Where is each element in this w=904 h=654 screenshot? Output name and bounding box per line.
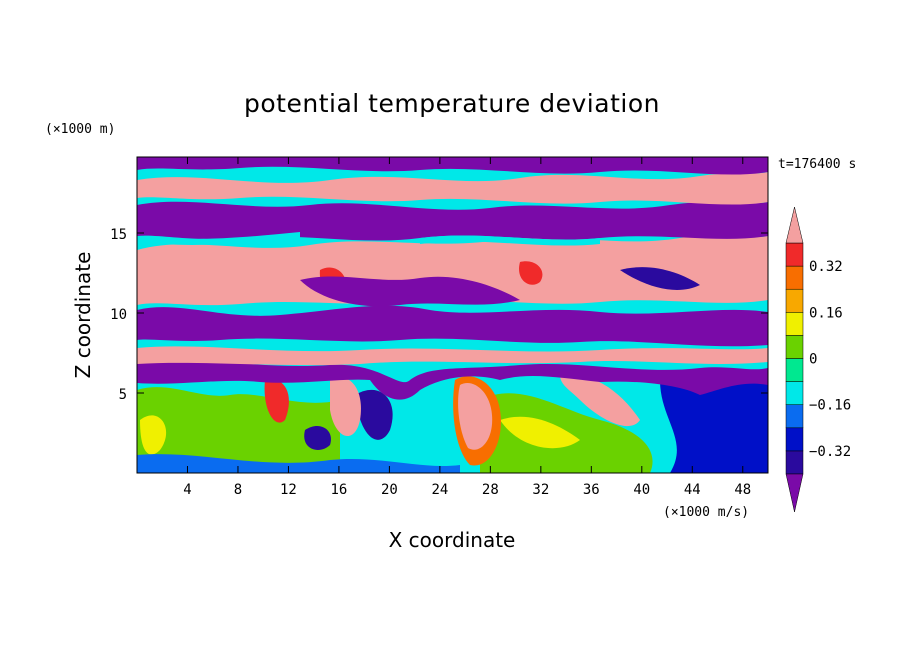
x-tick-label: 4 xyxy=(183,482,191,498)
x-axis: 4 8 12 16 20 24 28 32 36 40 44 48 xyxy=(183,157,751,498)
y-unit-label: (×1000 m) xyxy=(45,122,115,137)
colorbar-band xyxy=(785,335,804,359)
field-green-lower xyxy=(137,387,340,473)
field-red-plume-d xyxy=(264,379,289,423)
colorbar-band xyxy=(785,381,804,405)
field-pink-thin-band xyxy=(137,346,768,366)
field-purple-upper xyxy=(137,201,768,241)
x-tick-label: 40 xyxy=(633,482,650,498)
field-navy-mid-b xyxy=(620,267,700,290)
field-navy-blob-b xyxy=(355,389,393,440)
x-tick-label: 12 xyxy=(280,482,297,498)
colorbar: 0.32 0.16 0 −0.16 −0.32 xyxy=(785,206,851,513)
x-unit-label: (×1000 m/s) xyxy=(663,505,749,520)
colorbar-band xyxy=(785,450,804,475)
field-pink-plume-c xyxy=(560,374,640,427)
x-tick-label: 32 xyxy=(532,482,549,498)
x-axis-title: X coordinate xyxy=(389,528,516,552)
colorbar-band xyxy=(785,358,804,382)
colorbar-band xyxy=(785,242,804,267)
x-tick-label: 20 xyxy=(381,482,398,498)
field-darkblue-right xyxy=(660,375,768,473)
field-purple-top xyxy=(137,157,768,175)
field-pink-plume-a xyxy=(330,377,361,437)
field-pink-plume-b xyxy=(458,383,493,450)
time-label: t=176400 s xyxy=(778,157,856,172)
x-tick-label: 28 xyxy=(482,482,499,498)
plot-frame xyxy=(136,156,769,474)
colorbar-label: 0 xyxy=(809,352,817,368)
y-tick-label: 15 xyxy=(110,227,127,243)
field-pink-mid-a xyxy=(137,235,768,306)
colorbar-extend-min xyxy=(785,473,804,513)
colorbar-label: −0.32 xyxy=(809,444,851,460)
y-tick-label: 10 xyxy=(110,307,127,323)
field-yellow-lower xyxy=(140,415,167,455)
field-blue-bottom xyxy=(137,454,460,473)
field-purple-mid-b xyxy=(300,276,520,307)
x-tick-label: 36 xyxy=(583,482,600,498)
colorbar-band xyxy=(785,312,804,336)
colorbar-band xyxy=(785,427,804,452)
y-axis: 5 10 15 xyxy=(110,227,768,403)
field-purple-trough xyxy=(137,358,768,400)
y-tick-label: 5 xyxy=(119,387,127,403)
colorbar-band xyxy=(785,404,804,429)
field-purple-mid xyxy=(137,305,768,347)
colorbar-label: −0.16 xyxy=(809,398,851,414)
x-tick-label: 44 xyxy=(684,482,701,498)
colorbar-extend-max xyxy=(785,206,804,244)
colorbar-label: 0.32 xyxy=(809,259,843,275)
y-axis-title: Z coordinate xyxy=(71,252,95,379)
colorbar-band xyxy=(785,288,804,313)
chart-title: potential temperature deviation xyxy=(244,89,660,118)
colorbar-label: 0.16 xyxy=(809,305,843,321)
x-tick-label: 8 xyxy=(234,482,242,498)
field-pink-upper xyxy=(137,172,768,205)
field-cyan-edges xyxy=(137,232,600,246)
field-yellow-right xyxy=(500,416,580,449)
colorbar-band xyxy=(785,265,804,290)
field-navy-blob-a xyxy=(304,425,331,450)
x-tick-label: 24 xyxy=(431,482,448,498)
plot-area xyxy=(136,156,769,474)
x-tick-label: 16 xyxy=(330,482,347,498)
x-tick-label: 48 xyxy=(734,482,751,498)
